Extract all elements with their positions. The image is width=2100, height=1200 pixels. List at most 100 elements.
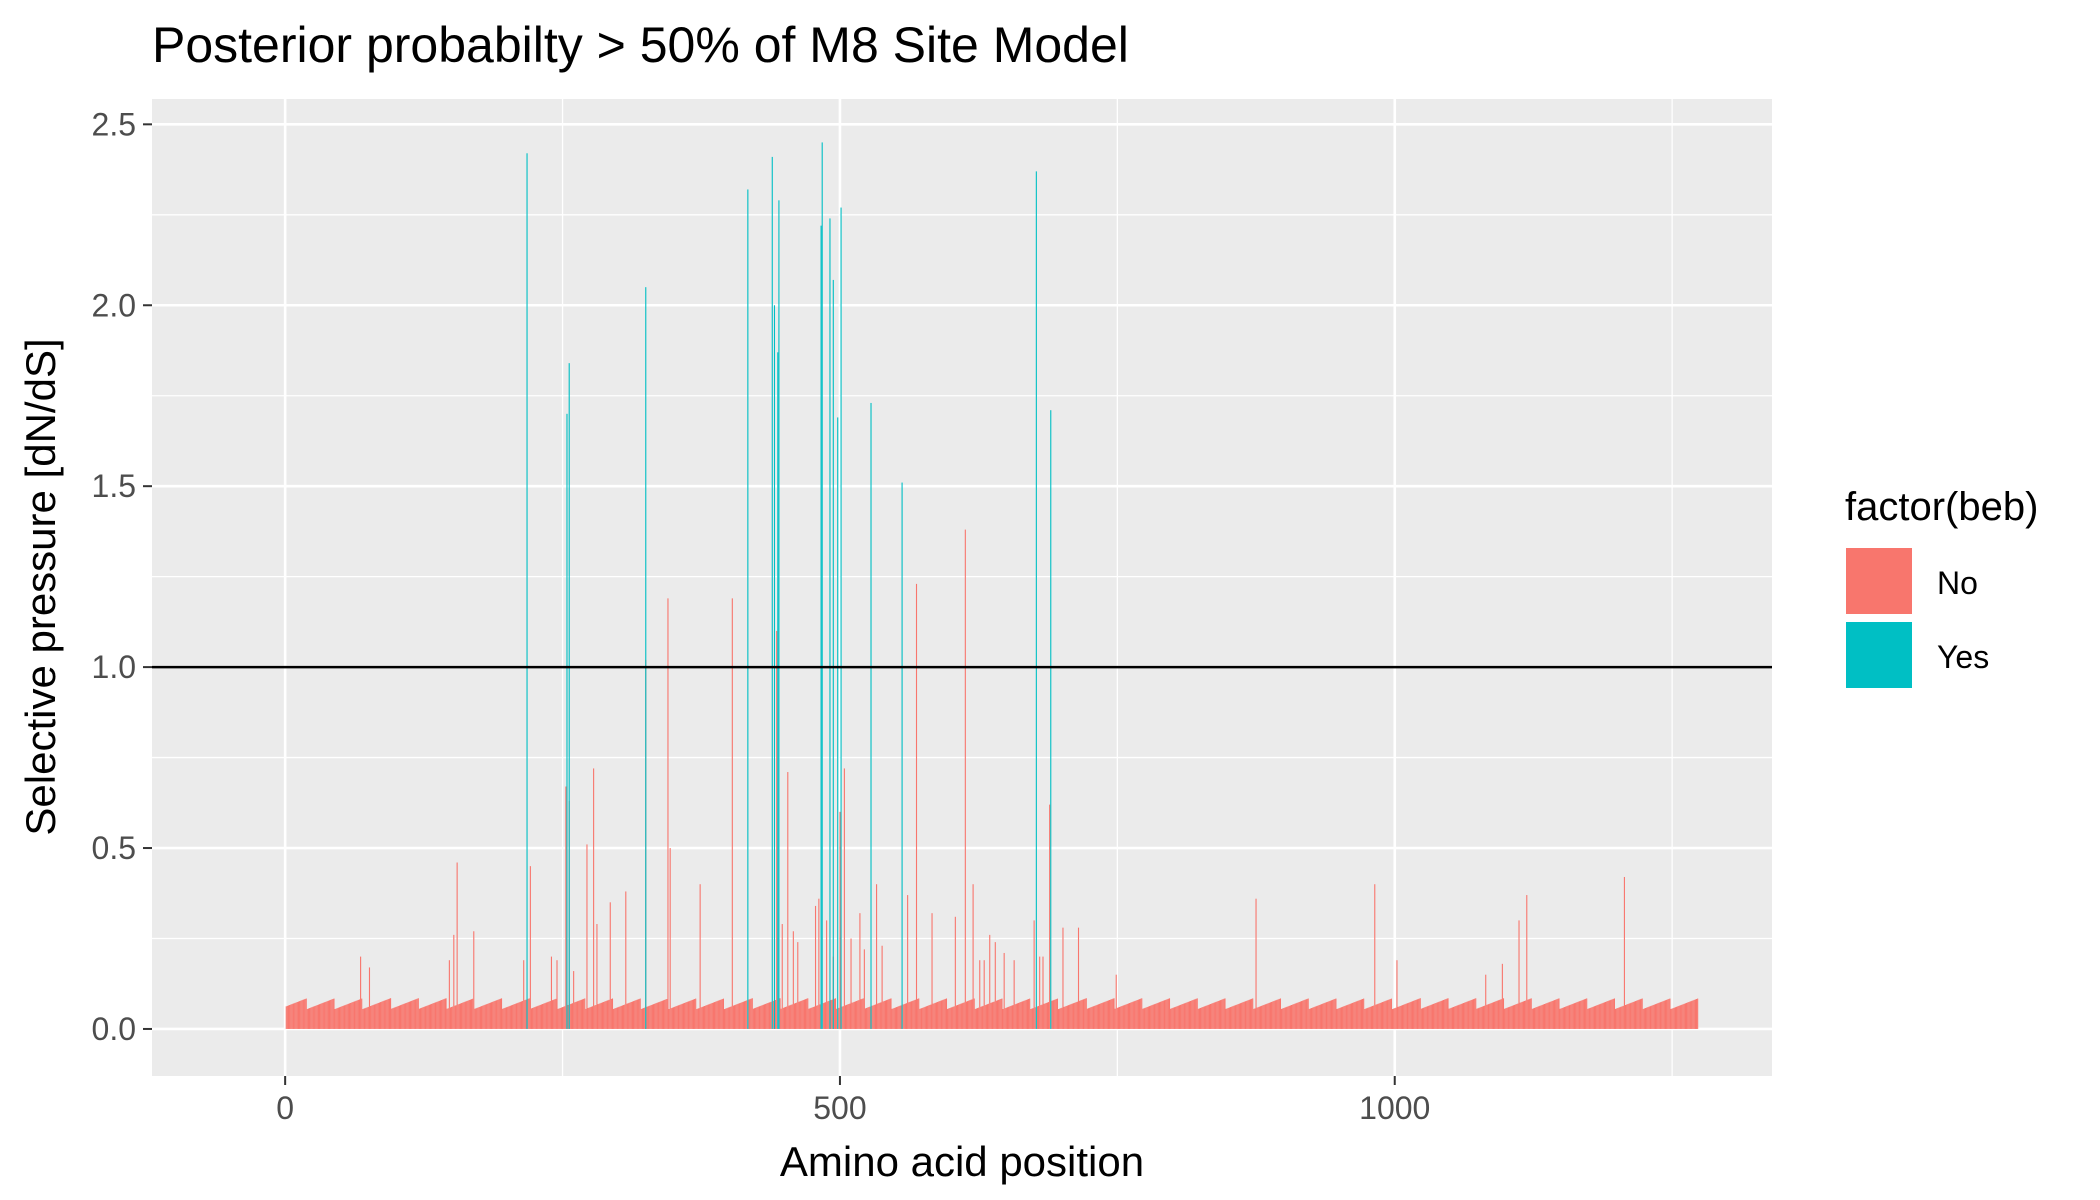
bar-baseline	[1449, 1008, 1451, 1029]
bar-baseline	[1591, 1007, 1593, 1029]
bar-baseline	[973, 998, 975, 1029]
bar-baseline	[1639, 999, 1641, 1029]
bar-baseline	[524, 1000, 526, 1029]
bar-baseline	[686, 1002, 688, 1029]
bar-baseline	[1610, 999, 1612, 1029]
bar-baseline	[1090, 1007, 1092, 1029]
bar-baseline	[1168, 998, 1171, 1029]
bar-baseline	[1406, 1003, 1408, 1029]
bar-baseline	[1378, 1003, 1380, 1029]
bar-baseline	[355, 1000, 357, 1029]
bar-baseline	[1546, 1003, 1548, 1029]
bar-baseline	[510, 1005, 513, 1029]
bar-baseline	[1678, 1005, 1680, 1029]
bar-baseline	[405, 1003, 407, 1029]
bar-baseline	[293, 1003, 295, 1029]
bar-baseline	[1395, 1007, 1397, 1029]
bar-baseline	[911, 1001, 913, 1029]
bar-baseline	[320, 1003, 322, 1029]
bar-baseline	[522, 1000, 524, 1029]
bar-baseline	[1559, 1008, 1561, 1029]
bar-baseline	[642, 1008, 645, 1029]
bar-baseline	[833, 998, 835, 1029]
bar-baseline	[545, 1002, 547, 1029]
bar-baseline	[1271, 1001, 1273, 1029]
bar-baseline	[1445, 999, 1447, 1029]
bar-baseline	[1446, 998, 1448, 1029]
bar-baseline	[1251, 998, 1253, 1029]
bar-baseline	[383, 1000, 385, 1029]
bar-baseline	[1091, 1006, 1093, 1029]
bar-baseline	[720, 999, 722, 1029]
bar-baseline	[446, 1008, 448, 1029]
bar-baseline	[640, 1008, 642, 1029]
bar-baseline	[532, 1007, 534, 1029]
bar-no	[826, 920, 828, 1029]
bar-baseline	[888, 999, 890, 1029]
bar-baseline	[1061, 1007, 1063, 1029]
bar-baseline	[917, 998, 919, 1029]
bar-baseline	[441, 1000, 443, 1029]
bar-baseline	[1312, 1007, 1314, 1029]
bar-baseline	[1245, 1001, 1247, 1029]
bar-baseline	[1257, 1007, 1259, 1029]
bar-baseline	[1476, 1008, 1478, 1029]
bar-baseline	[1203, 1006, 1205, 1029]
bar-baseline	[1342, 1006, 1344, 1029]
bar-baseline	[756, 1007, 758, 1029]
y-tick-label: 1.5	[92, 468, 136, 504]
bar-baseline	[1133, 1001, 1135, 1029]
bar-baseline	[1465, 1002, 1467, 1029]
bar-baseline	[539, 1004, 541, 1029]
bar-baseline	[1614, 1008, 1617, 1029]
bar-baseline	[702, 1006, 705, 1029]
bar-baseline	[1568, 1005, 1570, 1029]
bar-baseline	[394, 1007, 396, 1029]
bar-baseline	[348, 1003, 351, 1029]
bar-baseline	[823, 1002, 825, 1029]
bar-baseline	[1107, 1000, 1110, 1029]
bar-baseline	[1660, 1001, 1662, 1029]
bar-baseline	[1388, 999, 1390, 1029]
bar-baseline	[897, 1006, 899, 1029]
bar-baseline	[438, 1000, 440, 1029]
bar-baseline	[364, 1008, 366, 1029]
bar-baseline	[847, 1004, 849, 1029]
bar-baseline	[1263, 1004, 1265, 1029]
bar-baseline	[1174, 1007, 1176, 1029]
bar-yes	[820, 225, 822, 1029]
bar-baseline	[1023, 1000, 1025, 1029]
bar-no	[876, 884, 878, 1029]
bar-baseline	[1583, 999, 1586, 1029]
bar-baseline	[799, 1001, 801, 1029]
bar-baseline	[1358, 1000, 1360, 1029]
bar-baseline	[445, 998, 447, 1029]
bar-baseline	[1504, 1008, 1506, 1029]
bar-baseline	[1589, 1007, 1591, 1029]
bar-baseline	[579, 1000, 581, 1029]
bar-baseline	[1376, 1004, 1378, 1029]
bar-baseline	[869, 1006, 871, 1029]
bar-baseline	[844, 1005, 847, 1029]
bar-baseline	[1014, 1004, 1016, 1029]
bar-baseline	[1542, 1004, 1544, 1029]
bar-no	[1062, 927, 1064, 1029]
bar-baseline	[753, 1008, 756, 1029]
bar-baseline	[535, 1006, 537, 1029]
bar-baseline	[1606, 1001, 1608, 1029]
bar-baseline	[860, 999, 862, 1029]
bar-baseline	[1306, 998, 1308, 1029]
bar-baseline	[388, 998, 391, 1029]
bar-baseline	[873, 1004, 875, 1029]
bar-baseline	[890, 998, 892, 1029]
bar-baseline	[1176, 1006, 1178, 1029]
bar-no	[964, 529, 966, 1029]
bar-baseline	[1225, 1008, 1227, 1029]
bar-baseline	[1433, 1003, 1435, 1029]
bar-baseline	[334, 1008, 336, 1029]
bar-baseline	[489, 1002, 491, 1029]
bar-baseline	[965, 1001, 967, 1029]
bar-baseline	[490, 1002, 493, 1029]
bar-baseline	[656, 1002, 658, 1029]
bar-baseline	[520, 1001, 523, 1029]
